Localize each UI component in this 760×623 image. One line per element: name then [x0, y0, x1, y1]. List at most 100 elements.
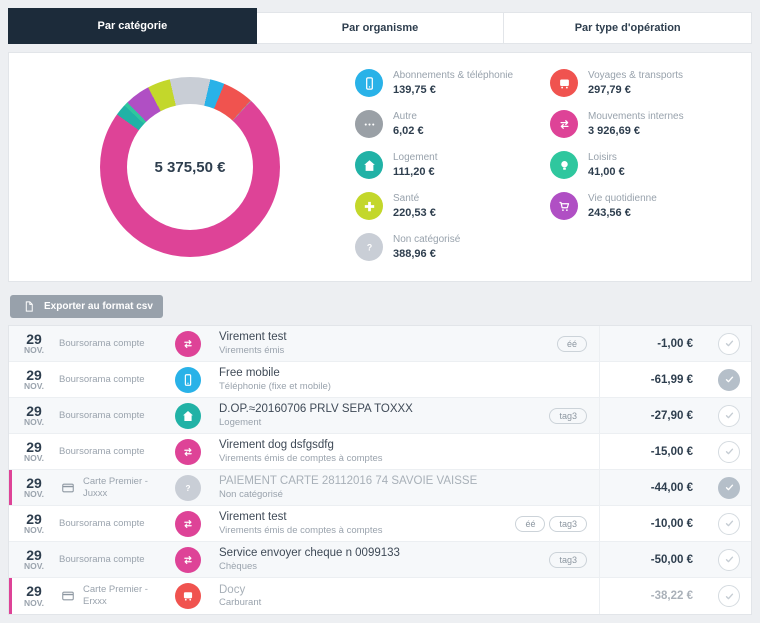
check-button[interactable]: [718, 368, 740, 391]
legend-item: Abonnements & téléphonie 139,75 €: [355, 69, 540, 97]
transaction-category: Non catégorisé: [219, 488, 283, 500]
export-csv-button[interactable]: Exporter au format csv: [10, 295, 163, 318]
transaction-account: Boursorama compte: [59, 409, 145, 421]
transaction-category: Virements émis de comptes à comptes: [219, 524, 383, 536]
check-button[interactable]: [718, 548, 740, 571]
tab-par-organisme[interactable]: Par organisme: [256, 12, 505, 44]
legend-value: 111,20 €: [393, 166, 435, 178]
transaction-amount: -61,99 €: [650, 373, 693, 386]
transaction-date: 29 NOV.: [23, 546, 44, 572]
transaction-category: Logement: [219, 416, 262, 428]
transaction-account: Boursorama compte: [59, 373, 145, 385]
transaction-title: Service envoyer cheque n 0099133: [219, 547, 400, 560]
view-tabs: Par catégorie Par organisme Par type d'o…: [8, 8, 753, 44]
transaction-category: Chèques: [219, 560, 258, 572]
transaction-amount: -38,22 €: [650, 590, 693, 602]
legend-item: Voyages & transports 297,79 €: [550, 69, 735, 97]
transaction-row[interactable]: 29 NOV. Boursorama compte Virement dog ds…: [9, 434, 751, 470]
transaction-row[interactable]: 29 NOV. Boursorama compte Virement test V…: [9, 506, 751, 542]
legend-label: Santé: [393, 193, 420, 204]
credit-card-icon: [59, 481, 77, 495]
transaction-category: Carburant: [219, 597, 262, 609]
category-chart-panel: 5 375,50 € Abonnements & téléphonie 139,…: [8, 52, 752, 282]
transaction-date: 29 NOV.: [23, 330, 44, 356]
transfer-icon: [175, 510, 201, 537]
transaction-date: 29 NOV.: [23, 402, 44, 428]
transaction-date: 29 NOV.: [23, 474, 44, 500]
transaction-row[interactable]: 29 NOV. Carte Premier - Erxxx Docy Carbur…: [9, 578, 751, 614]
transaction-date: 29 NOV.: [23, 510, 44, 536]
tab-par-categorie[interactable]: Par catégorie: [8, 8, 257, 44]
transaction-row[interactable]: 29 NOV. Boursorama compte Free mobile Tél…: [9, 362, 751, 398]
legend-item: Logement 111,20 €: [355, 151, 540, 179]
ellipsis-icon: [355, 110, 383, 138]
transaction-category: Virements émis de comptes à comptes: [219, 452, 383, 464]
legend-value: 388,96 €: [393, 248, 436, 260]
check-button[interactable]: [718, 476, 740, 499]
legend-label: Loisirs: [588, 152, 617, 163]
legend-value: 297,79 €: [588, 84, 631, 96]
tag-pill: tag3: [549, 515, 587, 532]
transaction-row[interactable]: 29 NOV. Boursorama compte Virement test V…: [9, 326, 751, 362]
tag-pill: éé: [515, 515, 546, 532]
legend-label: Abonnements & téléphonie: [393, 70, 514, 81]
legend-value: 243,56 €: [588, 207, 631, 219]
plus-icon: [355, 192, 383, 220]
legend-label: Autre: [393, 111, 417, 122]
transaction-amount: -15,00 €: [650, 445, 693, 458]
transaction-amount: -1,00 €: [657, 337, 693, 350]
check-button[interactable]: [718, 585, 740, 607]
car-icon: [175, 583, 201, 609]
tag-pill: tag3: [549, 551, 587, 568]
question-icon: ?: [175, 474, 201, 501]
transaction-title: D.OP.≈20160706 PRLV SEPA TOXXX: [219, 403, 413, 416]
check-button[interactable]: [718, 512, 740, 535]
bulb-icon: [550, 151, 578, 179]
transaction-title: Docy: [219, 583, 246, 596]
svg-text:?: ?: [186, 483, 191, 492]
donut-total: 5 375,50 €: [127, 104, 253, 230]
donut-wrap: 5 375,50 €: [25, 65, 355, 269]
check-button[interactable]: [718, 440, 740, 463]
legend-column-1: Abonnements & téléphonie 139,75 € Autre …: [355, 69, 540, 269]
transfer-icon: [175, 330, 201, 357]
legend-item: Santé 220,53 €: [355, 192, 540, 220]
legend-item: Loisirs 41,00 €: [550, 151, 735, 179]
transaction-date: 29 NOV.: [23, 583, 44, 608]
legend-item: Mouvements internes 3 926,69 €: [550, 110, 735, 138]
legend-label: Logement: [393, 152, 438, 163]
check-button[interactable]: [718, 332, 740, 355]
car-icon: [550, 69, 578, 97]
legend-label: Vie quotidienne: [588, 193, 657, 204]
transaction-date: 29 NOV.: [23, 438, 44, 464]
donut-chart[interactable]: 5 375,50 €: [100, 77, 280, 257]
mobile-icon: [355, 69, 383, 97]
category-legend: Abonnements & téléphonie 139,75 € Autre …: [355, 65, 735, 269]
legend-value: 41,00 €: [588, 166, 625, 178]
transaction-row[interactable]: 29 NOV. Boursorama compte D.OP.≈20160706 …: [9, 398, 751, 434]
transaction-title: Virement dog dsfgsdfg: [219, 439, 334, 452]
legend-value: 3 926,69 €: [588, 125, 640, 137]
transaction-account: Boursorama compte: [59, 337, 145, 349]
transfer-icon: [175, 438, 201, 465]
transaction-title: Virement test: [219, 331, 287, 344]
transaction-amount: -27,90 €: [650, 409, 693, 422]
tab-par-type-operation[interactable]: Par type d'opération: [504, 12, 753, 44]
transaction-account: Carte Premier - Juxxx: [59, 476, 175, 500]
mobile-icon: [175, 366, 201, 393]
check-button[interactable]: [718, 404, 740, 427]
transaction-account: Carte Premier - Erxxx: [59, 584, 175, 608]
svg-text:?: ?: [366, 242, 371, 252]
legend-label: Voyages & transports: [588, 70, 684, 81]
transfer-icon: [550, 110, 578, 138]
legend-item: ? Non catégorisé 388,96 €: [355, 233, 540, 261]
legend-label: Non catégorisé: [393, 234, 461, 245]
legend-value: 6,02 €: [393, 125, 424, 137]
transaction-account: Boursorama compte: [59, 553, 145, 565]
transaction-row[interactable]: 29 NOV. Boursorama compte Service envoyer…: [9, 542, 751, 578]
legend-column-2: Voyages & transports 297,79 € Mouvements…: [550, 69, 735, 269]
transaction-amount: -44,00 €: [650, 481, 693, 494]
legend-label: Mouvements internes: [588, 111, 684, 122]
transaction-title: Free mobile: [219, 367, 280, 380]
transaction-row[interactable]: 29 NOV. Carte Premier - Juxxx ? PAIEMENT …: [9, 470, 751, 506]
